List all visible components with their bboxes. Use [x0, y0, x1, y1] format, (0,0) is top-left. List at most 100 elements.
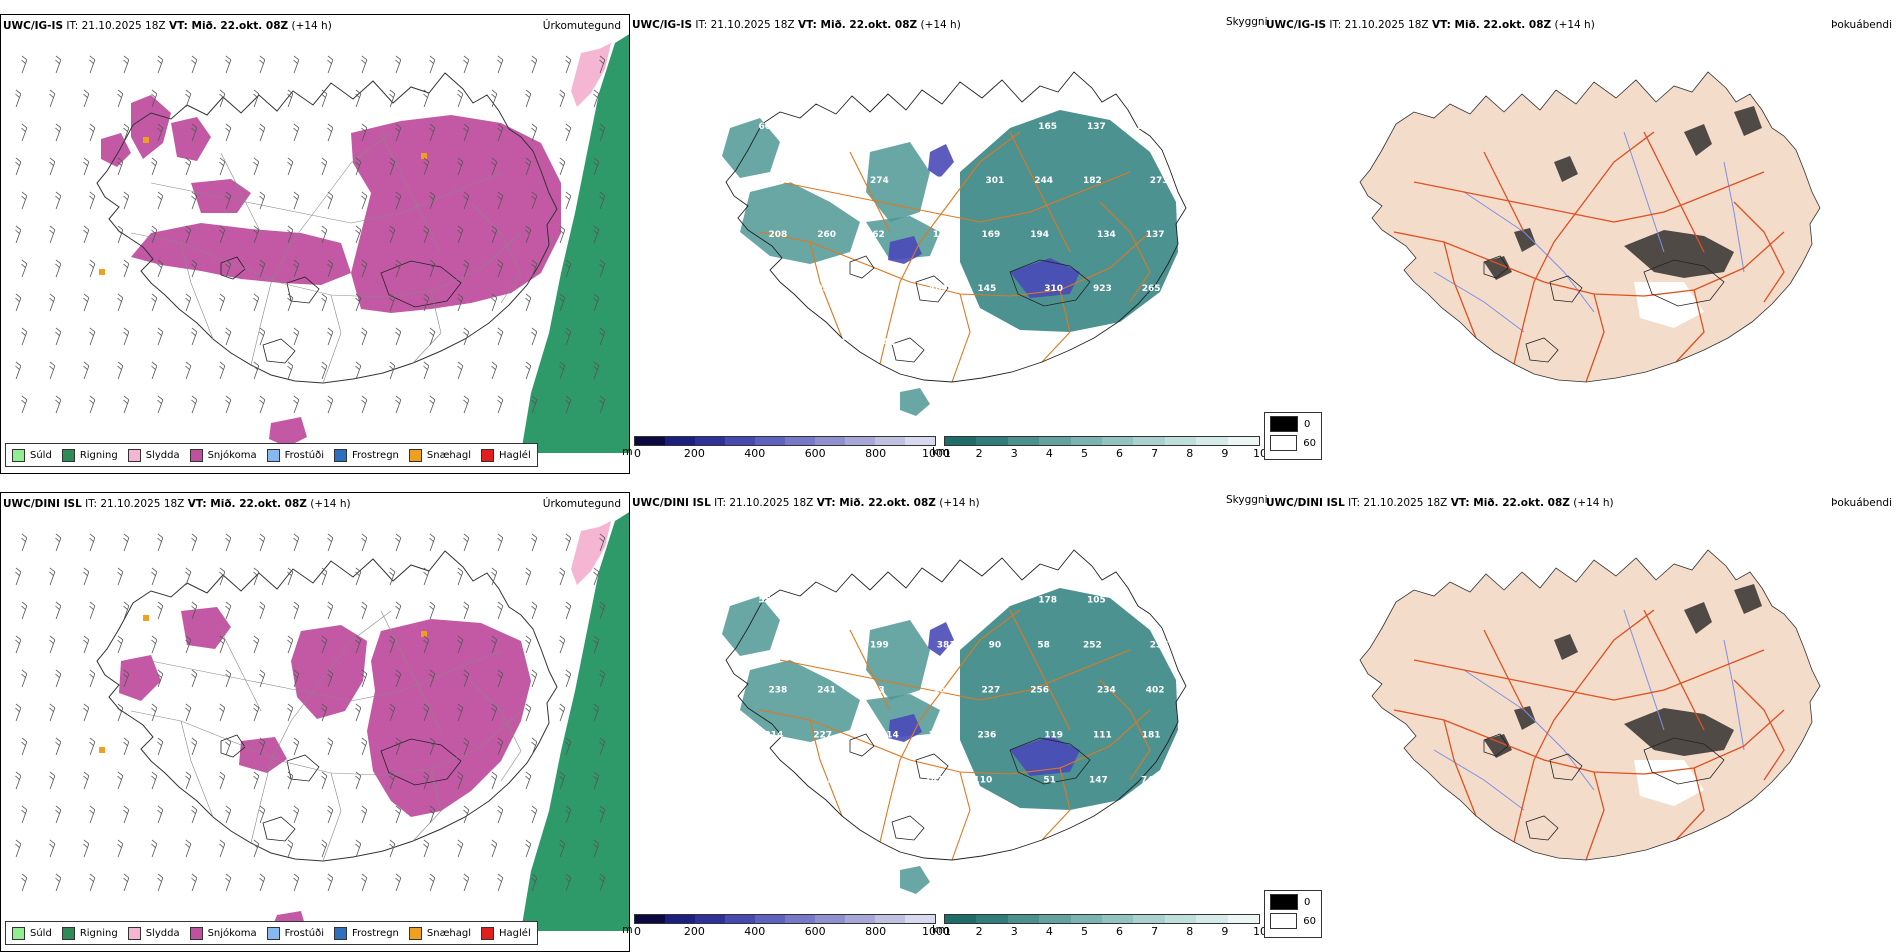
wind-barb-flag: [15, 361, 22, 367]
wind-barb-flag: [89, 877, 94, 882]
wind-barb: [253, 839, 260, 858]
wind-barb-staff: [21, 127, 28, 142]
wind-barb-flag: [89, 259, 96, 265]
cloud-base-value: 143: [925, 776, 944, 786]
wind-barb-staff: [15, 571, 22, 586]
wind-barb-flag: [225, 59, 230, 64]
glacier-outline: [915, 753, 949, 781]
coastline: [1359, 549, 1821, 861]
wind-barb-flag: [117, 703, 124, 709]
road-line: [1675, 767, 1705, 841]
wind-barb: [565, 191, 572, 210]
wind-barb: [157, 191, 164, 210]
wind-barb-flag: [559, 229, 564, 234]
wind-barb-flag: [491, 707, 496, 712]
wind-barb-flag: [225, 873, 232, 879]
wind-barb-flag: [565, 127, 570, 132]
wind-barb-staff: [361, 331, 368, 346]
colorbar-swatch: [725, 915, 755, 923]
colorbar-ticks: 0 200 400 600 800 1000: [634, 446, 950, 460]
colorbar-tick-label: 800: [865, 925, 887, 938]
cloud-base-value: 168: [760, 776, 779, 786]
wind-barb-flag: [49, 93, 54, 98]
wind-barb-flag: [157, 877, 162, 882]
wind-barb-staff: [21, 195, 28, 210]
wind-barb-flag: [355, 639, 360, 644]
wind-barb-flag: [497, 669, 504, 675]
cloud-base-value: 144: [876, 338, 895, 348]
wind-barb-flag: [89, 673, 94, 678]
colorbar-swatch: [755, 915, 785, 923]
low-cloud-base-area: [1010, 258, 1080, 298]
wind-barb-flag: [321, 771, 328, 777]
wind-barb-flag: [123, 533, 130, 539]
wind-barb-flag: [117, 707, 122, 712]
wind-barb-flag: [49, 703, 56, 709]
fog-dense-area: [1484, 734, 1512, 758]
wind-barb-staff: [559, 161, 566, 176]
river-line: [1723, 639, 1745, 751]
wind-barb-flag: [21, 331, 26, 336]
colorbar-swatch: [1227, 437, 1260, 445]
road-line: [779, 649, 1131, 701]
wind-barb-flag: [463, 537, 468, 542]
wind-barb-staff: [327, 263, 334, 278]
wind-barb-flag: [321, 361, 328, 367]
wind-barb: [497, 805, 504, 824]
wind-barb: [157, 601, 164, 620]
wind-barb: [593, 567, 600, 586]
wind-barb-staff: [457, 707, 464, 722]
wind-barb-flag: [253, 775, 258, 780]
wind-barb: [191, 259, 198, 278]
wind-barb: [327, 805, 334, 824]
sleet-area: [571, 43, 611, 107]
wind-barb-flag: [55, 123, 62, 129]
wind-barb-staff: [395, 263, 402, 278]
wind-barb-staff: [117, 571, 124, 586]
wind-barb-flag: [491, 361, 498, 367]
legend-label: Frostregn: [352, 927, 399, 939]
wind-barb-flag: [151, 771, 158, 777]
wind-barb-flag: [83, 157, 90, 163]
cloud-base-value: 199: [870, 641, 889, 651]
wind-barb-flag: [531, 601, 538, 607]
wind-barb-flag: [219, 157, 226, 163]
wind-barb-staff: [491, 571, 498, 586]
colorbar-swatch: [785, 437, 815, 445]
wind-barb-flag: [117, 843, 122, 848]
cloud-base-value: 278: [923, 596, 942, 606]
wind-barb-staff: [463, 263, 470, 278]
wind-barb-flag: [151, 157, 158, 163]
wind-barb-flag: [599, 605, 604, 610]
wind-barb-flag: [423, 775, 428, 780]
wind-barb-staff: [599, 673, 606, 688]
wind-barb-flag: [565, 331, 570, 336]
wind-barb-staff: [191, 399, 198, 414]
wind-barb-flag: [49, 89, 56, 95]
colorbar-swatch: [1007, 915, 1040, 923]
wind-barb: [89, 533, 96, 552]
wind-barb-flag: [259, 395, 266, 401]
road-line: [1099, 201, 1151, 303]
panel-title: Úrkomutegund: [542, 498, 621, 510]
wind-barb: [123, 737, 130, 756]
panel-header: UWC/DINI ISL IT: 21.10.2025 18Z VT: Mið.…: [632, 494, 1258, 512]
wind-barb-flag: [457, 225, 464, 231]
road-line: [412, 768, 442, 842]
wind-barb-flag: [151, 365, 156, 370]
glacier-outline: [1549, 753, 1583, 781]
wind-barb-flag: [525, 157, 532, 163]
wind-barb-flag: [355, 571, 360, 576]
wind-barb-staff: [55, 809, 62, 824]
wind-barb: [361, 123, 368, 142]
wind-barb-flag: [565, 399, 570, 404]
wind-barb-flag: [423, 229, 428, 234]
wind-barb-staff: [293, 127, 300, 142]
fog-panel-dini: UWC/DINI ISL IT: 21.10.2025 18Z VT: Mið.…: [1264, 492, 1900, 952]
wind-barb-flag: [21, 123, 28, 129]
wind-barb-staff: [15, 775, 22, 790]
wind-barb: [49, 635, 56, 654]
colorbar-swatch: [875, 915, 905, 923]
wind-barb-flag: [565, 741, 570, 746]
